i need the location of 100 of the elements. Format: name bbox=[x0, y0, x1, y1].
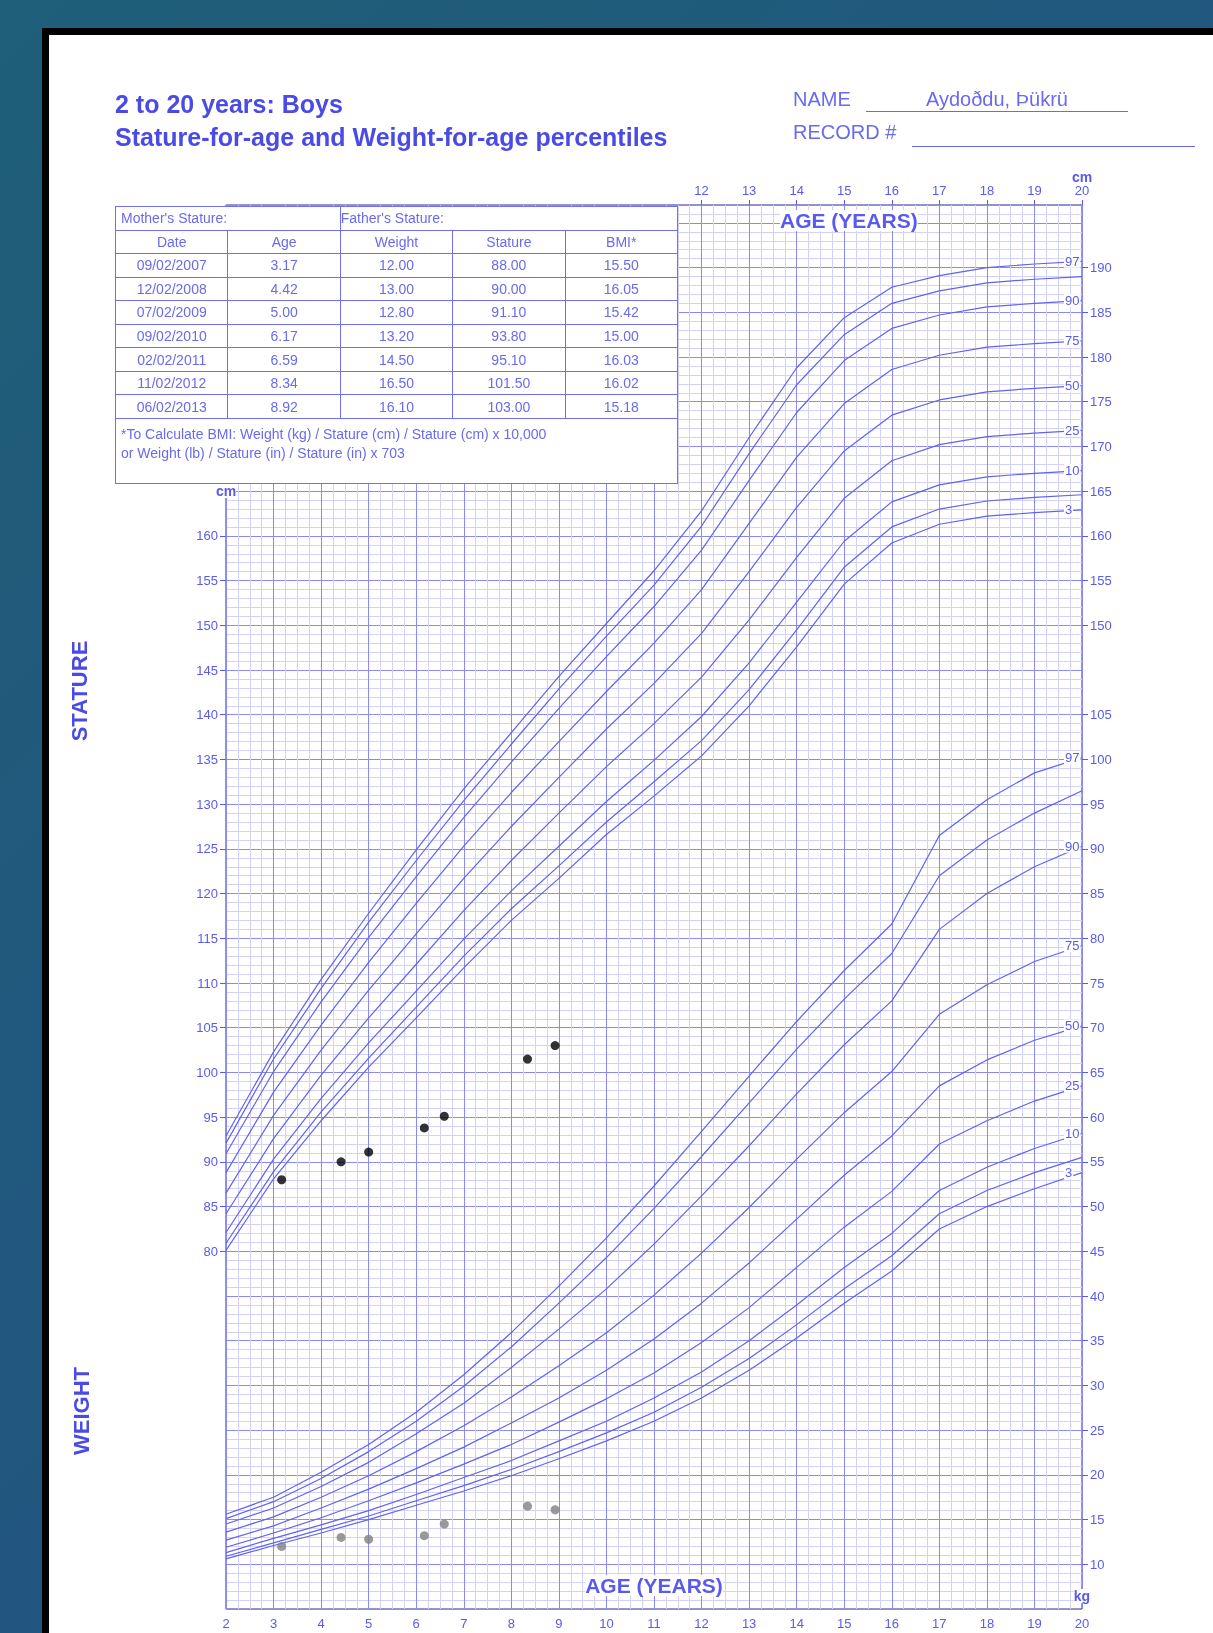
text: Aydoðdu, Þükrü bbox=[866, 88, 1128, 112]
annotation: 93.80 bbox=[452, 324, 566, 348]
x2-tick-label: 16 bbox=[884, 183, 900, 198]
annotation: Age bbox=[227, 230, 341, 254]
series-label: 3 bbox=[1065, 1165, 1073, 1181]
x-tick-label: 19 bbox=[1027, 1616, 1042, 1631]
annotation: 13.00 bbox=[340, 277, 453, 301]
x2-tick-label: 19 bbox=[1027, 183, 1042, 198]
x-tick-label: 5 bbox=[365, 1616, 373, 1631]
y3-tick-label: 165 bbox=[1090, 483, 1112, 499]
y2-axis-title: kg bbox=[1073, 1588, 1091, 1604]
x2-axis-title: AGE (YEARS) bbox=[780, 209, 918, 232]
annotation: 4.42 bbox=[227, 277, 341, 301]
y-axis-title: cm bbox=[215, 483, 237, 499]
y2-tick-label: 85 bbox=[1090, 886, 1105, 902]
y-tick-label: 135 bbox=[196, 751, 218, 767]
y2-tick-label: 55 bbox=[1090, 1154, 1105, 1170]
y2-tick-label: 30 bbox=[1090, 1377, 1105, 1393]
x-tick-label: 8 bbox=[507, 1616, 515, 1631]
x-tick-label: 2 bbox=[222, 1616, 230, 1631]
series-label: 50 bbox=[1065, 1018, 1080, 1034]
text: 11/02/2012 bbox=[137, 375, 207, 392]
y3-tick-label: 190 bbox=[1090, 260, 1112, 276]
annotation: 16.50 bbox=[340, 371, 453, 395]
annotation: 15.18 bbox=[565, 394, 678, 419]
y2-tick-label: 25 bbox=[1090, 1422, 1105, 1438]
y3-tick-label: 170 bbox=[1090, 438, 1112, 454]
y2-tick-label: 15 bbox=[1090, 1512, 1105, 1528]
series-label: 75 bbox=[1065, 937, 1080, 953]
annotation: 13.20 bbox=[340, 324, 453, 348]
series-label: 90 bbox=[1065, 838, 1080, 854]
y2-tick-label: 45 bbox=[1090, 1243, 1105, 1259]
series-label: 10 bbox=[1065, 463, 1080, 479]
x-tick-label: 6 bbox=[412, 1616, 420, 1631]
y3-tick-label: 150 bbox=[1090, 617, 1112, 633]
text: 02/02/2011 bbox=[137, 351, 207, 368]
y3-tick-label: 180 bbox=[1090, 349, 1112, 365]
x2-tick-label: 20 bbox=[1074, 183, 1090, 198]
y-tick-label: 100 bbox=[196, 1064, 218, 1080]
text: 09/02/2010 bbox=[136, 328, 207, 344]
y-tick-label: 90 bbox=[203, 1154, 218, 1170]
y2-tick-label: 90 bbox=[1090, 841, 1105, 857]
x2-tick-label: 13 bbox=[741, 183, 757, 198]
annotation: 88.00 bbox=[452, 253, 566, 278]
annotation: 103.00 bbox=[452, 394, 566, 419]
series-label: 50 bbox=[1065, 378, 1080, 394]
y-tick-label: 145 bbox=[196, 662, 218, 678]
annotation: BMI* bbox=[565, 230, 678, 254]
y-tick-label: 120 bbox=[196, 886, 218, 902]
x-tick-label: 9 bbox=[555, 1616, 563, 1631]
series-label: 25 bbox=[1065, 422, 1080, 438]
y-tick-label: 125 bbox=[196, 841, 218, 857]
text: RECORD # bbox=[793, 121, 897, 144]
annotation: 16.10 bbox=[340, 394, 453, 419]
annotation: 101.50 bbox=[452, 371, 566, 395]
y-tick-label: 140 bbox=[196, 707, 218, 723]
chart-subtitle: Stature-for-age and Weight-for-age percentiles bbox=[115, 122, 668, 151]
annotation: 6.59 bbox=[227, 347, 341, 372]
y3-axis-title: cm bbox=[1071, 169, 1093, 186]
y-tick-label: 85 bbox=[203, 1199, 218, 1215]
y2-tick-label: 20 bbox=[1090, 1467, 1105, 1483]
series-label: 25 bbox=[1065, 1078, 1080, 1094]
annotation: Weight bbox=[340, 230, 453, 254]
x-tick-label: 17 bbox=[932, 1616, 947, 1631]
x-tick-label: 12 bbox=[694, 1616, 709, 1631]
series-label: 90 bbox=[1065, 293, 1080, 309]
annotation: Father's Stature: bbox=[340, 206, 678, 231]
y3-tick-label: 175 bbox=[1090, 394, 1112, 410]
text: STATURE bbox=[67, 640, 94, 742]
x-tick-label: 13 bbox=[741, 1616, 757, 1631]
y2-tick-label: 40 bbox=[1090, 1288, 1105, 1304]
y2-tick-label: 50 bbox=[1090, 1199, 1105, 1215]
y2-tick-label: 10 bbox=[1090, 1556, 1105, 1572]
series-label: 10 bbox=[1065, 1125, 1080, 1141]
annotation: 95.10 bbox=[452, 347, 566, 372]
y2-tick-label: 80 bbox=[1090, 930, 1105, 946]
y2-tick-label: 100 bbox=[1090, 751, 1112, 767]
text: 06/02/2013 bbox=[136, 398, 207, 415]
text: WEIGHT bbox=[69, 1367, 95, 1455]
text: 12/02/2008 bbox=[136, 280, 207, 297]
annotation: 16.02 bbox=[565, 371, 678, 395]
y-tick-label: 155 bbox=[196, 573, 218, 589]
y2-tick-label: 95 bbox=[1090, 796, 1105, 812]
x-tick-label: 14 bbox=[789, 1616, 804, 1631]
y-tick-label: 110 bbox=[197, 975, 218, 991]
annotation: *To Calculate BMI: Weight (kg) / Stature (cm) / Stature (cm) x 10,000 bbox=[121, 426, 548, 443]
x-tick-label: 11 bbox=[647, 1616, 661, 1631]
y-tick-label: 160 bbox=[196, 528, 218, 544]
annotation: 8.92 bbox=[227, 394, 341, 419]
y-tick-label: 80 bbox=[203, 1243, 218, 1259]
x-tick-label: 10 bbox=[599, 1616, 614, 1631]
x2-tick-label: 17 bbox=[932, 183, 947, 198]
series-label: 3 bbox=[1065, 502, 1073, 518]
annotation: 12.80 bbox=[340, 300, 453, 325]
y2-tick-label: 35 bbox=[1090, 1333, 1105, 1349]
text: 07/02/2009 bbox=[136, 304, 207, 321]
y-tick-label: 115 bbox=[197, 930, 218, 946]
annotation: 16.03 bbox=[565, 347, 678, 372]
annotation: or Weight (lb) / Stature (in) / Stature (in) x 703 bbox=[121, 445, 406, 462]
x-tick-label: 4 bbox=[317, 1616, 325, 1631]
